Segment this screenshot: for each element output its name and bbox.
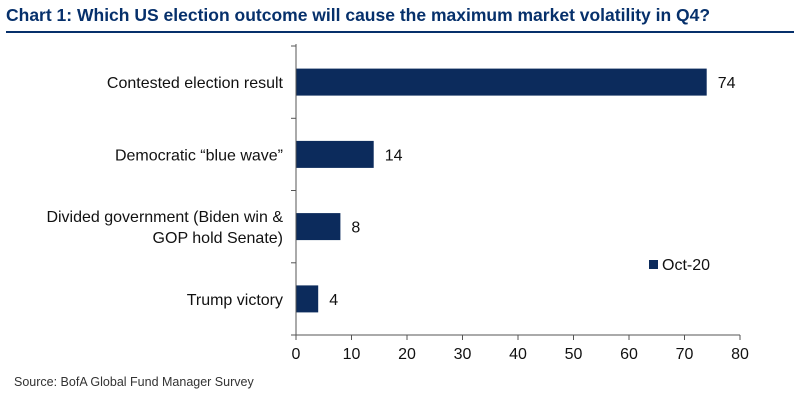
legend: Oct-20: [649, 257, 710, 274]
category-labels-group: Contested election result Democratic “blu…: [46, 75, 283, 309]
x-tick-label: 50: [565, 346, 583, 363]
category-label: Trump victory: [187, 292, 283, 309]
legend-label: Oct-20: [662, 257, 710, 274]
title-rule: [6, 31, 794, 33]
bar: [296, 285, 319, 313]
source-note: Source: BofA Global Fund Manager Survey: [14, 375, 254, 389]
data-label: 14: [385, 147, 403, 164]
x-tick-label: 0: [292, 346, 301, 363]
chart-title: Chart 1: Which US election outcome will …: [6, 5, 711, 25]
bar: [296, 213, 341, 241]
bar: [296, 68, 707, 96]
category-label: GOP hold Senate): [153, 230, 283, 247]
axes-group: 0 10 20 30 40 50 60 70 80: [291, 44, 749, 363]
data-label: 74: [718, 75, 736, 92]
x-tick-label: 60: [620, 346, 638, 363]
data-label: 8: [351, 220, 360, 237]
bars-group: [296, 68, 707, 313]
x-tick-label: 80: [731, 346, 749, 363]
value-labels-group: 74 14 8 4: [329, 75, 735, 309]
x-tick-label: 10: [343, 346, 361, 363]
category-label: Divided government (Biden win &: [46, 209, 283, 226]
x-tick-label: 20: [398, 346, 416, 363]
category-label: Contested election result: [107, 75, 284, 92]
data-label: 4: [329, 292, 338, 309]
bar: [296, 140, 374, 168]
x-tick-label: 30: [454, 346, 472, 363]
x-tick-label: 70: [676, 346, 694, 363]
x-tick-label: 40: [509, 346, 527, 363]
legend-swatch: [649, 260, 658, 269]
category-label: Democratic “blue wave”: [115, 147, 283, 164]
